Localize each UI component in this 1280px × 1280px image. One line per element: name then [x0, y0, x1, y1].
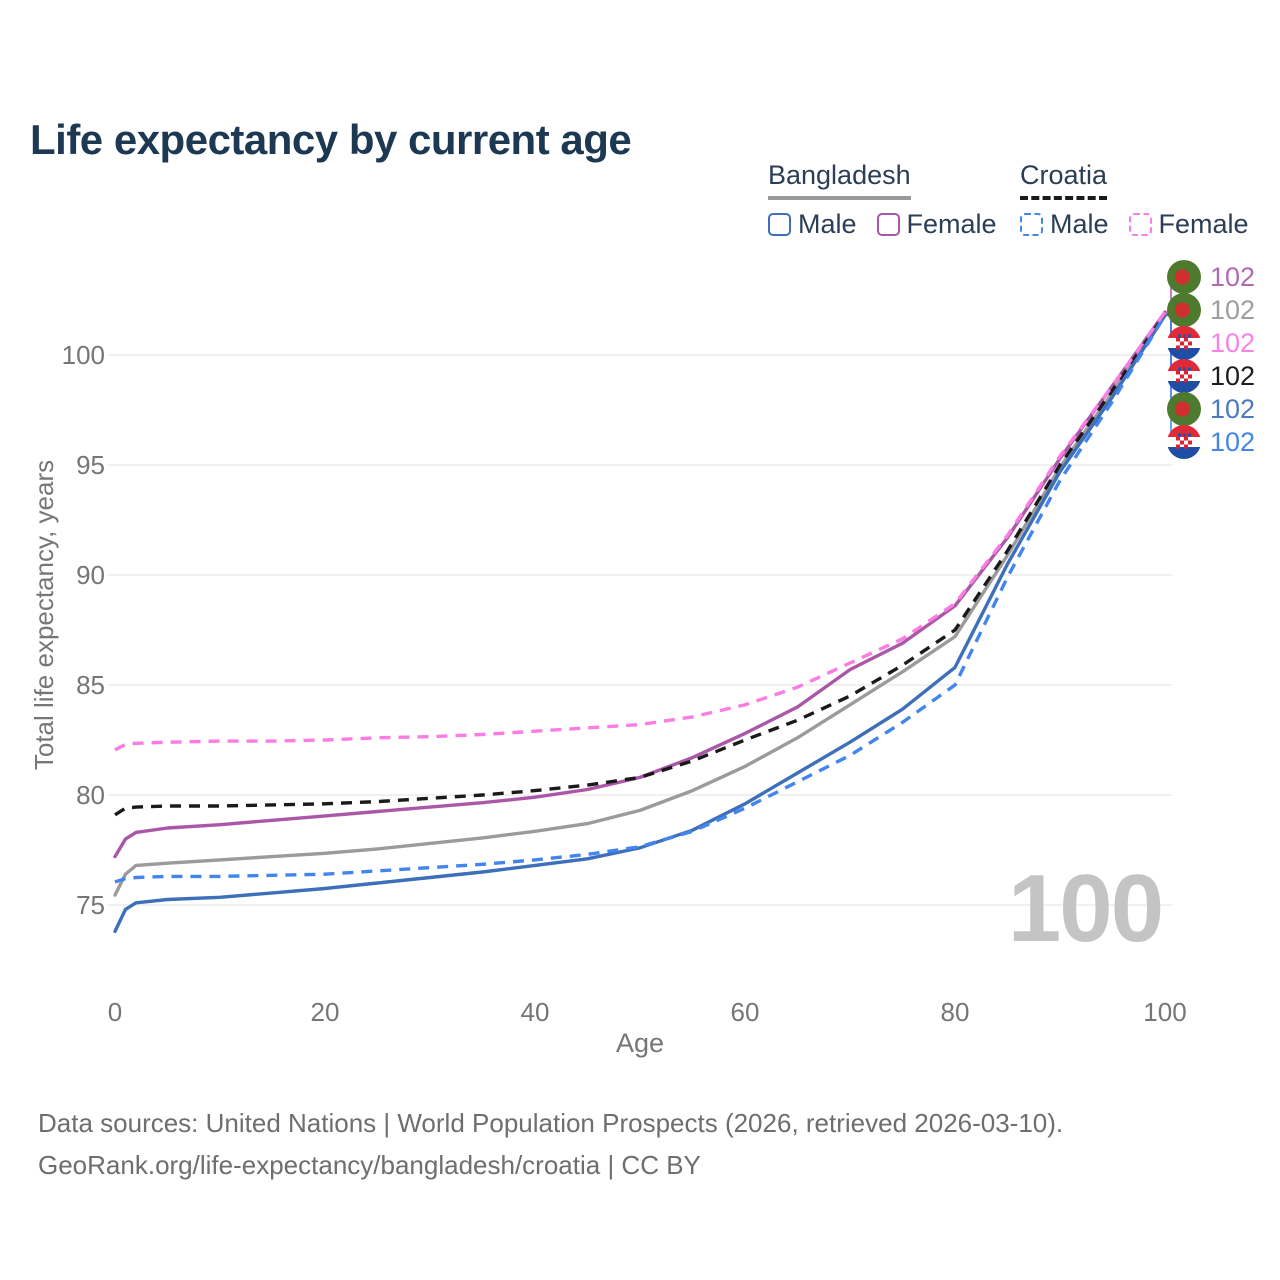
bangladesh-flag-icon — [1167, 260, 1201, 294]
series-lines — [113, 310, 1167, 934]
croatia-male-swatch-icon — [1020, 213, 1043, 236]
end-value: 102 — [1210, 360, 1256, 391]
bangladesh-female-swatch-icon — [876, 213, 900, 236]
end-label-bangladesh-male: 102 — [1167, 392, 1255, 426]
xtick-80: 80 — [940, 997, 970, 1027]
ytick-90: 90 — [76, 560, 105, 590]
current-age-watermark: 100 — [1008, 855, 1162, 962]
xtick-0: 0 — [107, 997, 123, 1027]
xtick-20: 20 — [310, 997, 340, 1027]
end-label-croatia-all: 102 — [1167, 359, 1255, 393]
end-value: 102 — [1210, 393, 1256, 424]
legend-label: Female — [1158, 209, 1249, 239]
legend-group-croatia: Croatia Male Female — [1020, 160, 1269, 240]
y-axis-title: Total life expectancy, years — [29, 459, 59, 771]
bangladesh-male-swatch-icon — [768, 213, 791, 236]
bangladesh-flag-icon — [1167, 392, 1201, 426]
xtick-100: 100 — [1143, 997, 1187, 1027]
end-label-bangladesh-all: 102 — [1167, 293, 1255, 327]
page-title: Life expectancy by current age — [30, 116, 632, 164]
ytick-100: 100 — [61, 340, 105, 370]
croatia-flag-icon — [1167, 359, 1201, 393]
end-label-bangladesh-female: 102 — [1167, 260, 1255, 294]
end-value: 102 — [1210, 426, 1256, 457]
croatia-flag-icon — [1167, 425, 1201, 459]
legend-item-croatia-male[interactable]: Male — [1020, 209, 1109, 240]
legend-country-croatia[interactable]: Croatia — [1020, 160, 1108, 200]
legend-group-bangladesh: Bangladesh Male Female — [768, 160, 1017, 240]
legend-label: Female — [906, 209, 997, 239]
legend-row: Male Female — [1020, 209, 1269, 240]
attribution-line[interactable]: GeoRank.org/life-expectancy/bangladesh/c… — [38, 1150, 701, 1180]
line-bangladesh-male[interactable] — [113, 313, 1167, 934]
ytick-80: 80 — [76, 780, 105, 810]
line-croatia-female[interactable] — [114, 311, 1167, 752]
legend-item-bangladesh-female[interactable]: Female — [876, 209, 997, 240]
line-croatia-all[interactable] — [114, 313, 1167, 817]
legend-item-croatia-female[interactable]: Female — [1128, 209, 1249, 240]
xtick-40: 40 — [520, 997, 550, 1027]
x-axis-title: Age — [615, 1028, 665, 1058]
legend-item-bangladesh-male[interactable]: Male — [768, 209, 857, 240]
croatia-female-swatch-icon — [1128, 213, 1152, 236]
bangladesh-flag-icon — [1167, 293, 1201, 327]
gridlines — [108, 354, 1172, 906]
line-bangladesh-all[interactable] — [113, 312, 1167, 897]
legend-row: Male Female — [768, 209, 1017, 240]
end-value: 102 — [1210, 294, 1256, 325]
croatia-flag-icon — [1167, 326, 1201, 360]
line-croatia-male[interactable] — [114, 314, 1167, 884]
legend-label: Male — [798, 209, 857, 239]
ytick-75: 75 — [76, 890, 105, 920]
ytick-85: 85 — [76, 670, 105, 700]
data-sources-line: Data sources: United Nations | World Pop… — [38, 1108, 1064, 1138]
ytick-95: 95 — [76, 450, 105, 480]
end-label-croatia-male: 102 — [1167, 425, 1255, 459]
end-value: 102 — [1210, 327, 1256, 358]
end-label-croatia-female: 102 — [1167, 326, 1255, 360]
legend-country-bangladesh[interactable]: Bangladesh — [768, 160, 911, 200]
line-bangladesh-female[interactable] — [113, 310, 1167, 859]
legend-label: Male — [1050, 209, 1109, 239]
xtick-60: 60 — [730, 997, 760, 1027]
end-value: 102 — [1210, 261, 1256, 292]
